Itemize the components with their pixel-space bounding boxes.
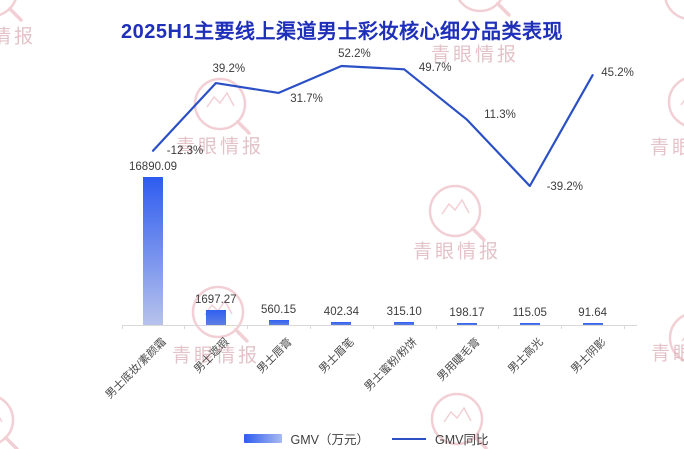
watermark-magnifier-logo-icon: [421, 177, 489, 250]
x-axis-tick: [498, 326, 500, 329]
yoy-value-label: 11.3%: [484, 108, 516, 121]
yoy-value-label: 45.2%: [601, 67, 634, 80]
x-axis-tick: [247, 326, 249, 329]
gmv-bar: [268, 320, 289, 325]
legend-line-swatch: [392, 437, 426, 440]
watermark-brand-text: 青眼情报: [650, 343, 684, 365]
gmv-value-label: 91.64: [578, 306, 607, 319]
watermark-brand-text: 青眼情报: [171, 345, 261, 367]
x-axis-tick: [310, 326, 311, 329]
gmv-value-label: 115.05: [512, 306, 547, 319]
x-axis-tick: [372, 326, 374, 329]
watermark-magnifier-logo-icon: [446, 0, 514, 25]
watermark-brand-text: 青眼情报: [649, 137, 684, 159]
watermark-brand-text: 青眼情报: [175, 136, 265, 158]
watermark-magnifier-logo-icon: [0, 386, 22, 449]
x-axis-tick: [121, 326, 123, 329]
yoy-value-label: 52.2%: [338, 48, 371, 60]
legend-yoy-label: GMV同比: [435, 433, 489, 447]
yoy-value-label: 39.2%: [212, 63, 246, 76]
yoy-value-label: 49.7%: [418, 62, 452, 75]
gmv-value-label: 16890.09: [129, 161, 177, 173]
gmv-value-label: 315.10: [386, 306, 422, 319]
yoy-value-label: 31.7%: [290, 92, 323, 105]
watermark-brand-text: 青眼情报: [430, 44, 520, 66]
yoy-value-label: -39.2%: [546, 181, 584, 193]
gmv-bar: [457, 322, 477, 325]
x-axis-tick: [435, 326, 437, 329]
gmv-value-label: 560.15: [261, 304, 297, 317]
gmv-value-label: 1697.27: [195, 294, 237, 307]
watermark-magnifier-logo-icon: [660, 68, 684, 141]
yoy-polyline: [151, 64, 594, 188]
legend-gmv-label: GMV（万元）: [290, 433, 369, 447]
gmv-bar: [331, 321, 352, 325]
gmv-bar: [582, 322, 603, 325]
watermark-brand-text: 青眼情报: [0, 26, 37, 48]
legend: GMV（万元） GMV同比: [24, 429, 684, 448]
gmv-bar: [394, 322, 415, 325]
watermark-magnifier-logo-icon: [423, 385, 491, 449]
x-axis-line: [122, 325, 637, 326]
gmv-value-label: 402.34: [323, 305, 359, 318]
gmv-bar: [519, 322, 540, 325]
x-axis-tick: [624, 326, 625, 329]
gmv-bar: [205, 310, 226, 325]
watermark-magnifier-logo-icon: [661, 304, 684, 377]
watermark-brand-text: 青眼情报: [412, 241, 502, 263]
gmv-value-label: 198.17: [449, 306, 485, 319]
yoy-value-label: -12.3%: [166, 144, 204, 157]
x-axis-tick: [561, 326, 563, 329]
watermark-magnifier-logo-icon: [0, 0, 26, 30]
legend-bar-swatch: [243, 434, 282, 443]
gmv-bar: [143, 177, 163, 325]
x-axis-tick: [184, 326, 186, 329]
chart-title: 2025H1主要线上渠道男士彩妆核心细分品类表现: [120, 21, 564, 43]
